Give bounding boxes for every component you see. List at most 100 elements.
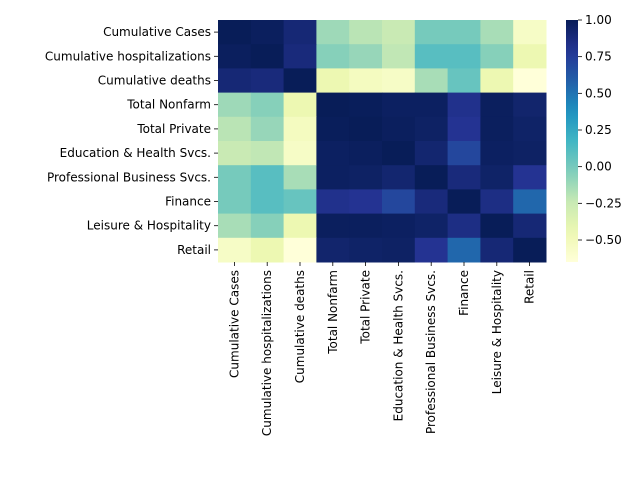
colorbar-tick-label: 0.25 [585, 123, 612, 137]
heatmap-cell [250, 165, 285, 190]
heatmap-cell [480, 44, 514, 69]
heatmap-cell [349, 213, 383, 239]
heatmap-cell [218, 213, 252, 239]
heatmap-cell [218, 20, 252, 45]
y-axis-ticks: Cumulative Cases Cumulative hospitalizati… [45, 25, 218, 257]
colorbar-tick-label: −0.25 [585, 196, 622, 210]
y-tick-label: Cumulative deaths [98, 74, 211, 88]
heatmap-cell [316, 237, 350, 263]
heatmap-cell [316, 92, 350, 118]
y-tick-label: Total Nonfarm [126, 98, 211, 112]
heatmap-cell [218, 116, 252, 142]
heatmap-cell [414, 68, 449, 94]
x-axis-ticks: Cumulative Cases Cumulative hospitalizati… [227, 262, 537, 436]
x-tick-label: Total Nonfarm [326, 270, 340, 355]
heatmap-cell [447, 213, 481, 239]
heatmap-cell [414, 92, 449, 118]
y-tick-label: Retail [177, 243, 211, 257]
heatmap-cell [316, 141, 350, 166]
heatmap-cell [283, 141, 317, 166]
x-tick-label: Cumulative hospitalizations [260, 270, 274, 436]
heatmap-cell [349, 141, 383, 166]
heatmap-cell [447, 20, 481, 45]
y-tick-label: Finance [165, 195, 211, 209]
heatmap-cell [283, 44, 317, 69]
heatmap-cell [480, 189, 514, 215]
heatmap-cell [447, 92, 481, 118]
heatmap-cell [513, 116, 547, 142]
heatmap-cell [349, 237, 383, 263]
colorbar-tick-label: 0.75 [585, 50, 612, 64]
heatmap-cell [382, 237, 416, 263]
heatmap-cell [382, 141, 416, 166]
heatmap-cell [480, 237, 514, 263]
heatmap-cell [349, 20, 383, 45]
heatmap-cell [250, 92, 285, 118]
heatmap-cell [316, 213, 350, 239]
heatmap-cell [316, 116, 350, 142]
heatmap-cell [513, 213, 547, 239]
heatmap-cell [447, 189, 481, 215]
heatmap-cell [447, 165, 481, 190]
heatmap-cell [414, 116, 449, 142]
heatmap-cell [414, 44, 449, 69]
heatmap-cell [349, 68, 383, 94]
colorbar-gradient [566, 20, 578, 262]
heatmap-cell [218, 237, 252, 263]
heatmap-cell [218, 189, 252, 215]
heatmap-cell [382, 189, 416, 215]
y-tick-label: Professional Business Svcs. [47, 170, 211, 184]
heatmap-cell [349, 92, 383, 118]
x-tick-label: Total Private [359, 270, 373, 345]
heatmap-cell [480, 141, 514, 166]
heatmap-cell [349, 165, 383, 190]
heatmap-cell [218, 44, 252, 69]
heatmap-cell [414, 141, 449, 166]
heatmap-cell [382, 20, 416, 45]
colorbar: 1.00 0.75 0.50 0.25 0.00 −0.25 −0.50 [566, 13, 622, 262]
heatmap-cell [513, 237, 547, 263]
heatmap-cell [480, 20, 514, 45]
heatmap-cell [283, 165, 317, 190]
colorbar-tick-label: −0.50 [585, 233, 622, 247]
heatmap-cell [382, 68, 416, 94]
heatmap-cell [316, 165, 350, 190]
heatmap-cell [513, 189, 547, 215]
colorbar-tick-label: 1.00 [585, 13, 612, 27]
heatmap-cell [250, 141, 285, 166]
heatmap-cell [250, 44, 285, 69]
heatmap-cell [480, 116, 514, 142]
heatmap-cell [250, 20, 285, 45]
x-tick-label: Finance [457, 270, 471, 316]
heatmap-cell [382, 116, 416, 142]
x-tick-label: Retail [523, 270, 537, 304]
heatmap-cell [316, 20, 350, 45]
heatmap-cell [480, 165, 514, 190]
colorbar-tick-label: 0.00 [585, 160, 612, 174]
heatmap-cell [414, 165, 449, 190]
heatmap-cell [480, 92, 514, 118]
heatmap-cell [480, 213, 514, 239]
heatmap-cell [283, 237, 317, 263]
heatmap-cell [250, 237, 285, 263]
heatmap-cell [447, 141, 481, 166]
heatmap-cell [283, 116, 317, 142]
heatmap-cell [414, 237, 449, 263]
x-tick-label: Cumulative Cases [227, 270, 241, 378]
heatmap-cell [316, 189, 350, 215]
heatmap-cell [316, 68, 350, 94]
heatmap-cell [283, 68, 317, 94]
heatmap-cell [283, 189, 317, 215]
heatmap-cell [513, 165, 547, 190]
heatmap-cell [480, 68, 514, 94]
y-tick-label: Total Private [136, 122, 211, 136]
heatmap-cell [414, 213, 449, 239]
heatmap-cell [218, 92, 252, 118]
heatmap-cell [513, 92, 547, 118]
heatmap-cell [283, 213, 317, 239]
heatmap-cell [349, 44, 383, 69]
heatmap-cell [250, 68, 285, 94]
heatmap-cell [447, 68, 481, 94]
x-tick-label: Cumulative deaths [293, 270, 307, 383]
